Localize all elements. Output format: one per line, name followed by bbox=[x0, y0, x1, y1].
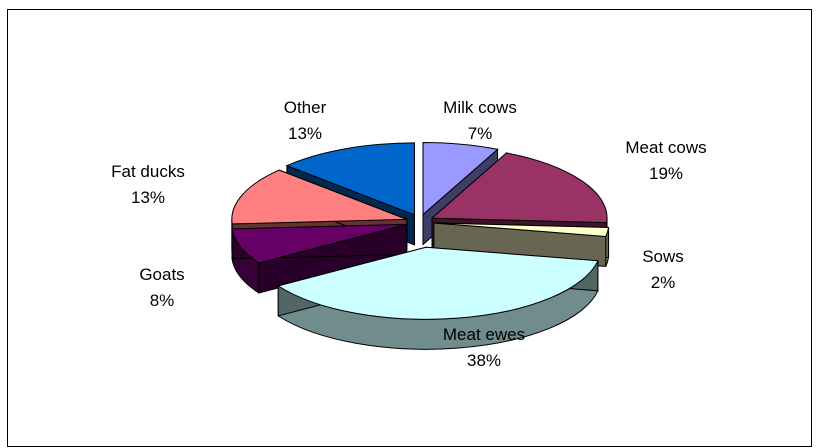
value-milk-cows: 7% bbox=[468, 124, 493, 143]
label-goats: Goats bbox=[139, 265, 184, 284]
label-sows: Sows bbox=[642, 247, 684, 266]
label-milk-cows: Milk cows bbox=[443, 98, 517, 117]
label-other: Other bbox=[284, 98, 327, 117]
slice-sows bbox=[433, 222, 610, 267]
slice-top-goats bbox=[231, 223, 407, 264]
value-meat-cows: 19% bbox=[649, 164, 683, 183]
slice-top-sows bbox=[433, 222, 610, 237]
value-sows: 2% bbox=[651, 273, 676, 292]
label-fat-ducks: Fat ducks bbox=[111, 162, 185, 181]
slice-top-milk-cows bbox=[422, 141, 499, 216]
slice-top-meat-cows bbox=[430, 152, 608, 224]
slice-goats bbox=[231, 223, 408, 294]
value-fat-ducks: 13% bbox=[131, 188, 165, 207]
slice-top-fat-ducks bbox=[231, 169, 408, 225]
slice-top-meat-ewes bbox=[277, 246, 599, 320]
value-goats: 8% bbox=[150, 291, 175, 310]
value-other: 13% bbox=[288, 124, 322, 143]
label-meat-cows: Meat cows bbox=[625, 138, 706, 157]
label-meat-ewes: Meat ewes bbox=[443, 325, 525, 344]
slice-top-other bbox=[285, 142, 415, 216]
value-meat-ewes: 38% bbox=[467, 351, 501, 370]
slice-meat-ewes bbox=[277, 246, 599, 350]
